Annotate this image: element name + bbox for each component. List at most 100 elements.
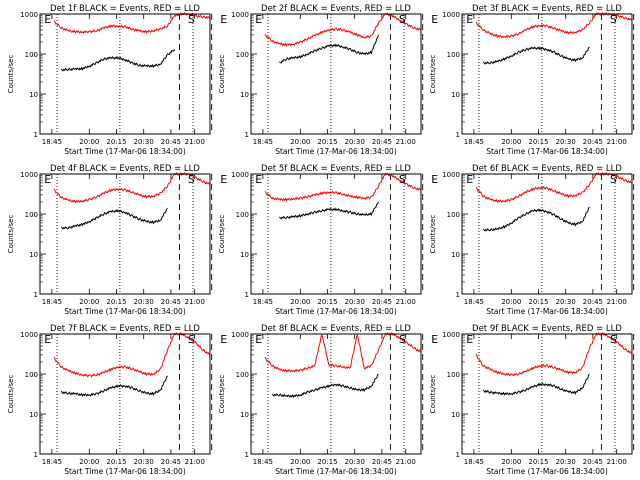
x-tick-label: 20:30 — [556, 298, 576, 306]
x-tick-label: 21:00 — [396, 458, 416, 466]
annotation-s: S — [610, 173, 617, 186]
annotation-e-left: E — [466, 333, 473, 346]
series-events-line — [279, 34, 379, 64]
panel-det-7: Det 7f BLACK = Events, RED = LLD Counts/s… — [7, 324, 227, 476]
y-tick-label: 10 — [451, 411, 460, 419]
annotation-e-left: E — [255, 13, 262, 26]
plot-frame — [250, 173, 422, 295]
x-tick-label: 20:30 — [556, 138, 576, 146]
x-tick-label: 20:30 — [134, 138, 154, 146]
y-tick-label: 100 — [447, 371, 460, 379]
plot-frame — [461, 333, 633, 455]
x-tick-label: 20:45 — [372, 298, 392, 306]
annotation-s: S — [188, 333, 195, 346]
x-tick-label: 20:45 — [161, 458, 181, 466]
x-tick-label: 21:00 — [185, 138, 205, 146]
x-tick-label: 20:45 — [161, 298, 181, 306]
series-lld-line — [53, 331, 211, 378]
y-tick-label: 1 — [34, 291, 38, 299]
y-tick-label: 100 — [236, 211, 249, 219]
panel-title: Det 2f BLACK = Events, RED = LLD — [261, 4, 411, 14]
y-tick-label: 10 — [240, 251, 249, 259]
y-axis-label: Counts/sec — [218, 215, 226, 254]
y-tick-label: 1000 — [231, 171, 249, 179]
x-tick-label: 20:00 — [501, 298, 521, 306]
annotation-e-left: E — [255, 333, 262, 346]
y-tick-label: 100 — [447, 51, 460, 59]
x-tick-label: 18:45 — [464, 138, 484, 146]
annotation-e-right: E — [220, 333, 227, 346]
annotation-e-right: E — [220, 13, 227, 26]
y-axis-label: Counts/sec — [7, 375, 15, 414]
annotation-e-left: E — [466, 13, 473, 26]
x-tick-label: 20:15 — [106, 298, 126, 306]
x-tick-label: 20:30 — [345, 138, 365, 146]
x-tick-label: 21:00 — [607, 298, 627, 306]
x-tick-label: 20:00 — [501, 458, 521, 466]
panel-title: Det 4f BLACK = Events, RED = LLD — [50, 164, 200, 174]
annotation-e-left: E — [44, 333, 51, 346]
y-tick-label: 10 — [240, 411, 249, 419]
x-tick-label: 20:00 — [290, 298, 310, 306]
annotation-e-left: E — [44, 13, 51, 26]
series-lld-line — [53, 12, 211, 34]
series-events-line — [482, 373, 590, 396]
annotation-s: S — [399, 333, 406, 346]
x-tick-label: 20:00 — [501, 138, 521, 146]
x-axis-label: Start Time (17-Mar-06 18:34:00) — [275, 147, 397, 156]
x-tick-label: 18:45 — [42, 298, 62, 306]
x-axis-label: Start Time (17-Mar-06 18:34:00) — [486, 467, 608, 476]
plot-frame — [39, 333, 211, 455]
panel-title: Det 1f BLACK = Events, RED = LLD — [50, 4, 200, 14]
y-axis-label: Counts/sec — [7, 55, 15, 94]
y-tick-label: 100 — [447, 211, 460, 219]
x-tick-label: 18:45 — [464, 458, 484, 466]
y-tick-label: 1 — [245, 451, 249, 459]
y-tick-label: 1 — [456, 451, 460, 459]
series-events-line — [482, 46, 590, 65]
x-axis-label: Start Time (17-Mar-06 18:34:00) — [64, 147, 186, 156]
annotation-s: S — [610, 333, 617, 346]
annotation-e-right: E — [431, 333, 438, 346]
annotation-e-left: E — [466, 173, 473, 186]
x-tick-label: 21:00 — [185, 298, 205, 306]
plot-frame — [250, 13, 422, 135]
x-tick-label: 21:00 — [607, 138, 627, 146]
annotation-s: S — [188, 173, 195, 186]
plot-frame — [461, 173, 633, 295]
y-axis-label: Counts/sec — [218, 55, 226, 94]
x-tick-label: 20:15 — [317, 458, 337, 466]
y-tick-label: 1 — [245, 291, 249, 299]
x-tick-label: 20:15 — [528, 458, 548, 466]
y-tick-label: 1 — [456, 131, 460, 139]
y-tick-label: 100 — [25, 211, 38, 219]
x-tick-label: 20:15 — [317, 138, 337, 146]
y-tick-label: 10 — [451, 251, 460, 259]
series-lld-line — [264, 12, 422, 47]
annotation-e-left: E — [255, 173, 262, 186]
series-lld-line — [475, 11, 633, 39]
x-tick-label: 20:15 — [528, 298, 548, 306]
y-tick-label: 10 — [29, 251, 38, 259]
panel-title: Det 5f BLACK = Events, RED = LLD — [261, 164, 411, 174]
y-axis-label: Counts/sec — [7, 215, 15, 254]
y-tick-label: 100 — [25, 51, 38, 59]
series-lld-line — [475, 171, 633, 204]
y-tick-label: 1 — [456, 291, 460, 299]
x-tick-label: 21:00 — [185, 458, 205, 466]
series-events-line — [60, 49, 176, 72]
y-tick-label: 10 — [29, 411, 38, 419]
x-tick-label: 20:30 — [556, 458, 576, 466]
x-tick-label: 20:15 — [528, 138, 548, 146]
y-tick-label: 1000 — [442, 331, 460, 339]
y-tick-label: 1 — [34, 131, 38, 139]
y-tick-label: 100 — [25, 371, 38, 379]
annotation-e-right: E — [431, 13, 438, 26]
panel-title: Det 6f BLACK = Events, RED = LLD — [472, 164, 622, 174]
x-axis-label: Start Time (17-Mar-06 18:34:00) — [486, 147, 608, 156]
panel-det-4: Det 4f BLACK = Events, RED = LLD Counts/s… — [7, 164, 227, 316]
x-tick-label: 20:45 — [372, 138, 392, 146]
y-tick-label: 1 — [34, 451, 38, 459]
x-tick-label: 18:45 — [253, 458, 273, 466]
